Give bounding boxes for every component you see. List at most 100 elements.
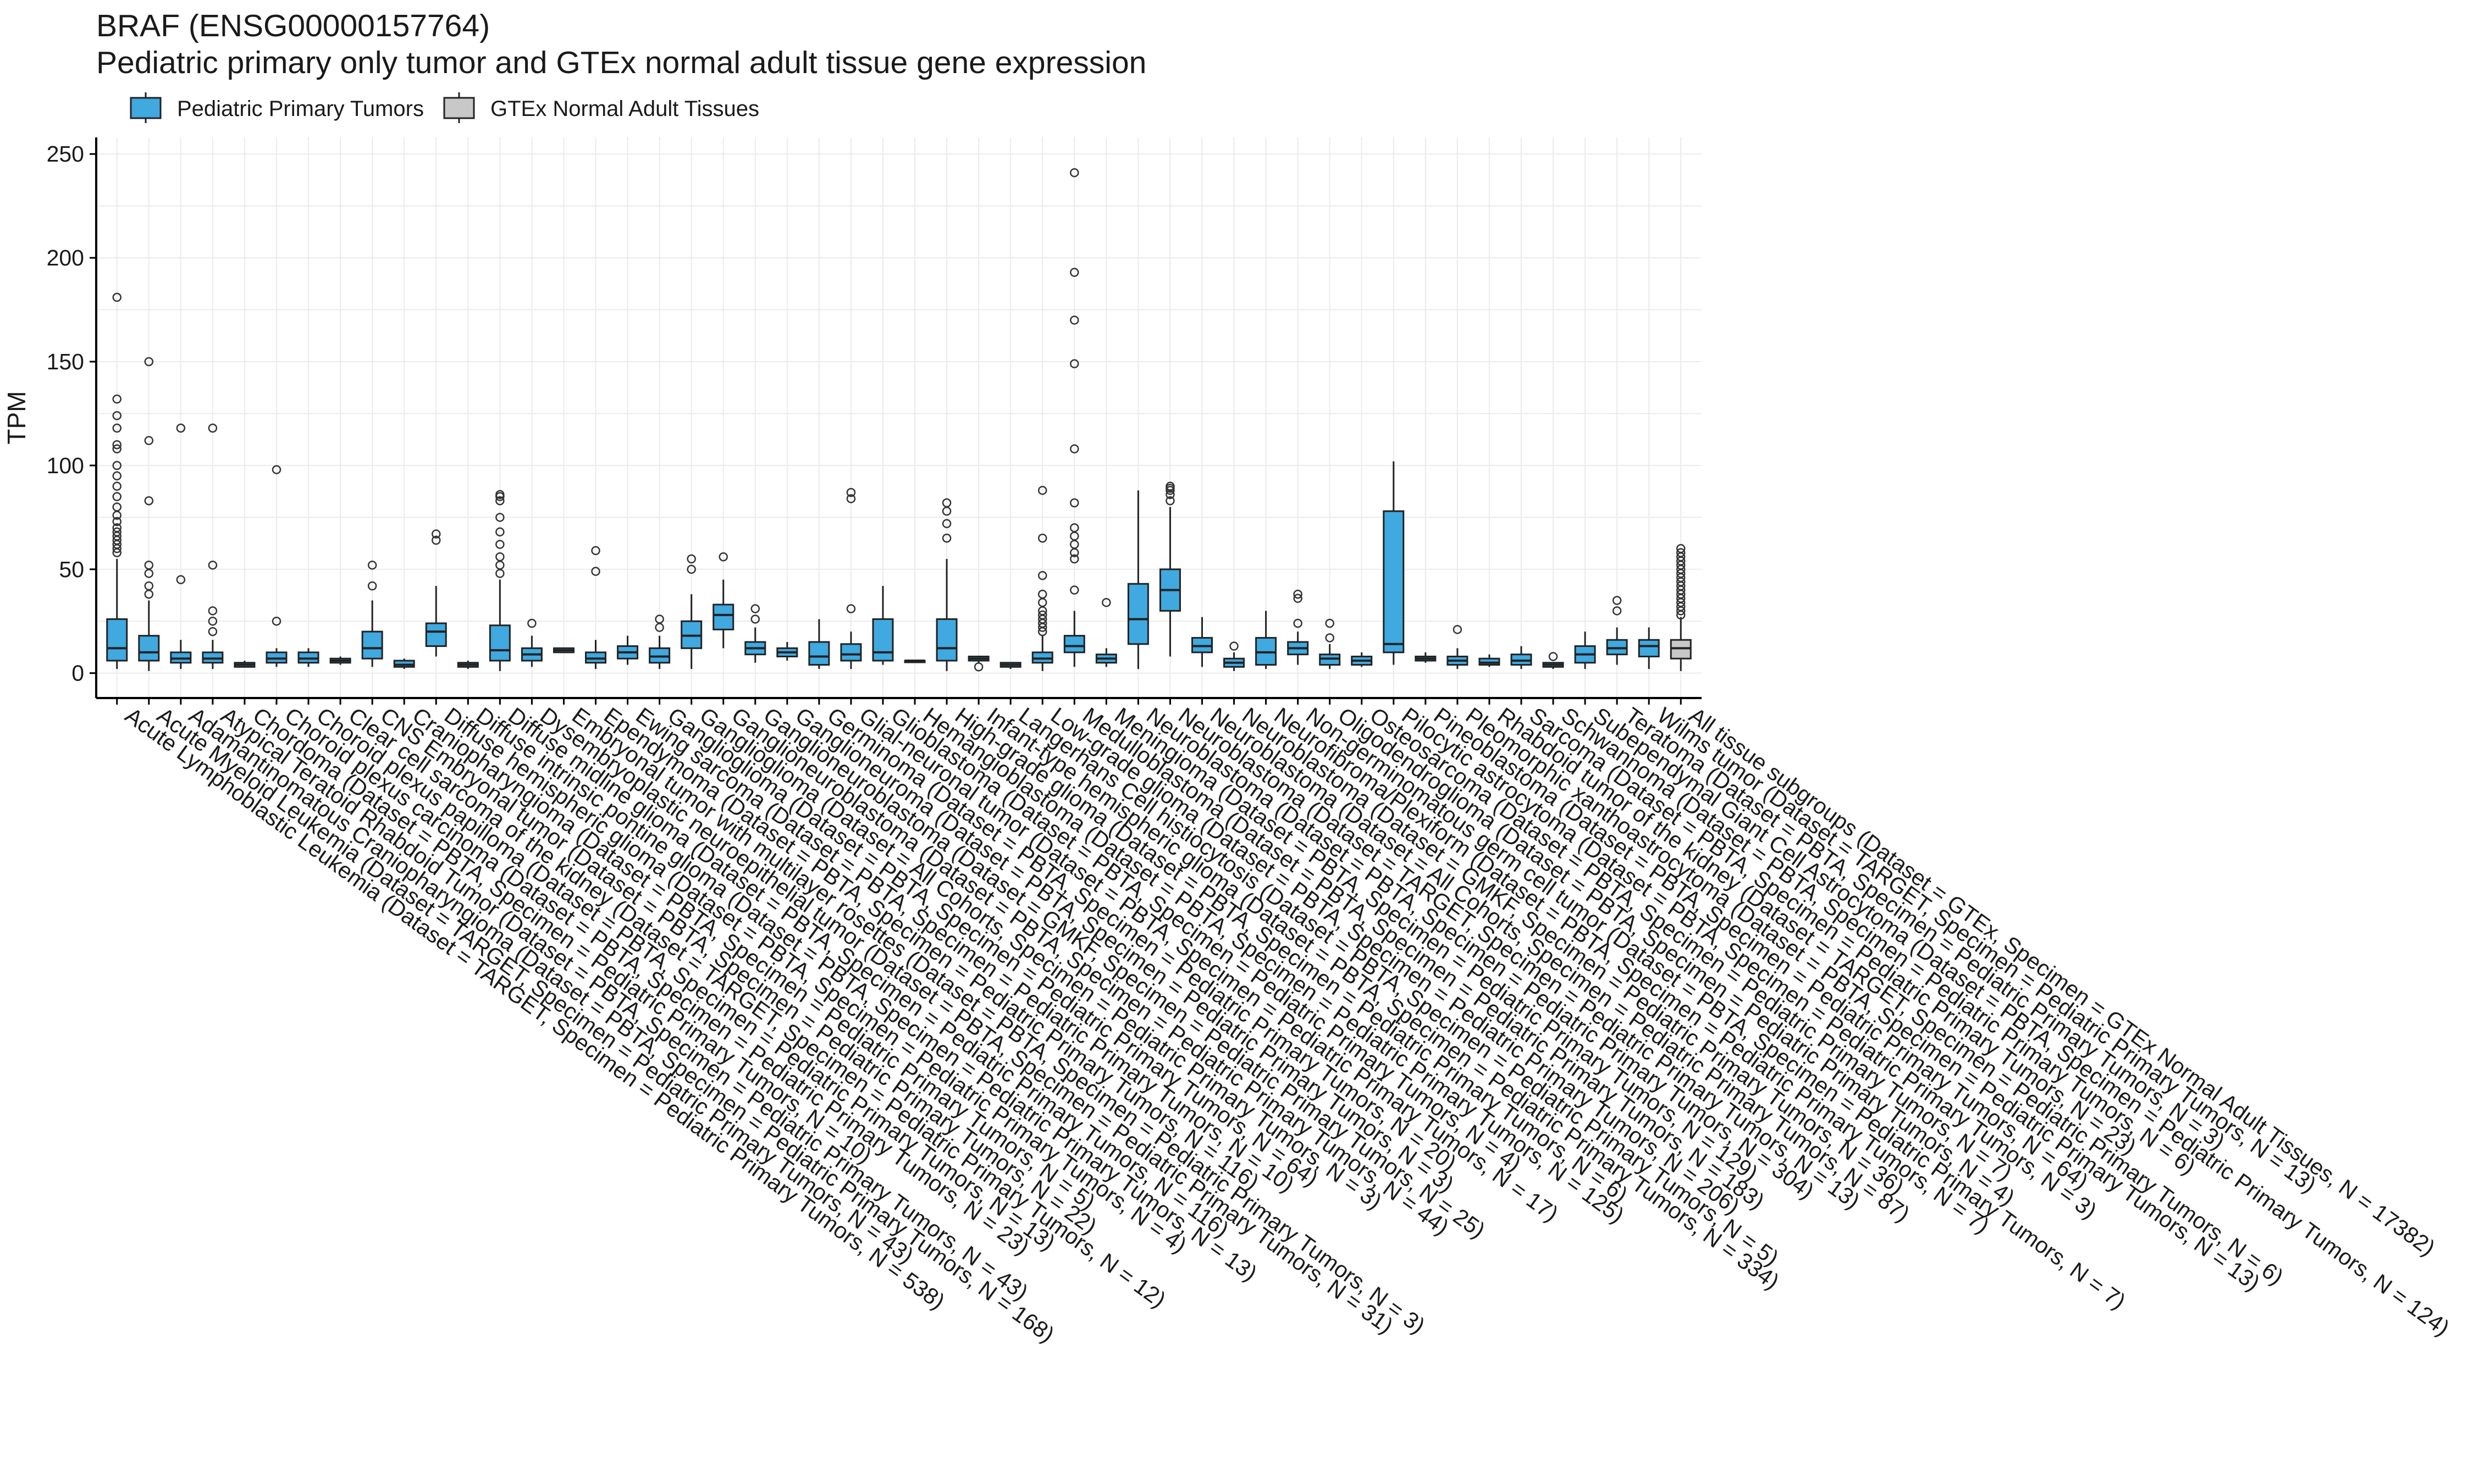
box-layer <box>106 168 1692 672</box>
y-tick-label: 250 <box>47 141 84 167</box>
box-iqr <box>1127 583 1149 645</box>
outlier-point <box>367 560 377 570</box>
box-40 <box>1383 461 1405 665</box>
outlier-point <box>750 614 760 624</box>
outlier-point <box>942 498 952 508</box>
outlier-point <box>208 423 218 433</box>
outlier-point <box>1676 548 1686 557</box>
box-iqr <box>1383 510 1405 654</box>
box-49 <box>1670 544 1692 671</box>
outlier-point <box>687 564 696 574</box>
grid-layer <box>96 137 1702 698</box>
outlier-point <box>846 494 856 503</box>
outlier-point <box>272 616 281 626</box>
box-29 <box>1031 485 1053 671</box>
outlier-point <box>974 662 984 672</box>
outlier-point <box>1070 554 1079 564</box>
box-iqr <box>425 622 447 647</box>
outlier-point <box>1037 610 1047 620</box>
box-46 <box>1574 632 1596 669</box>
box-12 <box>489 490 511 671</box>
y-tick-label: 200 <box>47 245 84 270</box>
box-iqr <box>361 630 383 660</box>
legend-label-gtex: GTEx Normal Adult Tissues <box>490 97 759 121</box>
outlier-point <box>846 604 856 613</box>
outlier-point <box>1676 544 1686 553</box>
outlier-point <box>1166 496 1175 506</box>
outlier-point <box>144 560 154 570</box>
box-27 <box>968 655 990 672</box>
outlier-point <box>272 465 281 474</box>
outlier-point <box>208 627 218 636</box>
box-iqr <box>936 618 958 662</box>
box-41 <box>1415 652 1437 663</box>
box-8 <box>361 560 383 667</box>
outlier-point <box>112 471 122 481</box>
outlier-point <box>112 481 122 491</box>
axis-layer: 0 50 100 150 200 250 <box>47 137 1702 705</box>
box-11 <box>457 661 479 669</box>
legend-swatch-pediatric <box>130 97 162 119</box>
outlier-point <box>942 519 952 528</box>
box-0 <box>106 292 128 669</box>
outlier-point <box>591 546 600 556</box>
outlier-point <box>687 554 696 564</box>
outlier-point <box>495 490 505 500</box>
outlier-point <box>1070 168 1079 178</box>
outlier-point <box>495 513 505 522</box>
outlier-point <box>1166 481 1175 491</box>
box-6 <box>297 648 319 667</box>
box-16 <box>617 635 639 665</box>
box-22 <box>808 619 830 669</box>
outlier-point <box>112 394 122 404</box>
outlier-point <box>112 517 122 527</box>
box-36 <box>1255 611 1277 669</box>
outlier-point <box>176 423 186 433</box>
outlier-point <box>176 575 186 584</box>
outlier-point <box>112 292 122 302</box>
outlier-point <box>1293 589 1302 599</box>
y-tick-label: 0 <box>71 661 84 686</box>
y-tick-label: 150 <box>47 349 84 374</box>
box-4 <box>234 661 256 668</box>
box-3 <box>202 423 224 669</box>
box-9 <box>393 658 415 669</box>
y-axis-title: TPM <box>2 391 31 444</box>
outlier-point <box>1070 523 1079 533</box>
box-31 <box>1095 597 1117 667</box>
legend: Pediatric Primary Tumors GTEx Normal Adu… <box>130 92 759 123</box>
outlier-point <box>527 618 537 628</box>
outlier-point <box>1612 596 1622 605</box>
box-45 <box>1542 652 1564 669</box>
outlier-point <box>112 502 122 512</box>
outlier-point <box>1453 625 1462 634</box>
box-2 <box>170 423 192 669</box>
box-37 <box>1287 589 1309 665</box>
box-42 <box>1446 625 1468 669</box>
box-13 <box>521 618 543 667</box>
outlier-point <box>1293 594 1302 603</box>
box-28 <box>999 662 1021 669</box>
box-iqr <box>1638 639 1660 657</box>
legend-item-pediatric: Pediatric Primary Tumors <box>130 92 424 123</box>
outlier-point <box>144 581 154 591</box>
outlier-point <box>495 527 505 537</box>
chart-subtitle: Pediatric primary only tumor and GTEx no… <box>96 45 1146 80</box>
box-30 <box>1063 168 1085 667</box>
box-19 <box>713 552 735 649</box>
outlier-point <box>1070 315 1079 325</box>
outlier-point <box>144 357 154 367</box>
outlier-point <box>1037 589 1047 599</box>
box-17 <box>649 614 671 669</box>
box-32 <box>1127 490 1149 669</box>
box-48 <box>1638 627 1660 669</box>
box-iqr <box>872 618 894 662</box>
legend-label-pediatric: Pediatric Primary Tumors <box>177 97 424 121</box>
box-iqr <box>840 643 862 662</box>
outlier-point <box>208 560 218 570</box>
box-39 <box>1351 652 1373 667</box>
box-15 <box>585 546 607 669</box>
outlier-point <box>1293 618 1302 628</box>
box-25 <box>904 660 926 663</box>
outlier-point <box>1037 533 1047 543</box>
